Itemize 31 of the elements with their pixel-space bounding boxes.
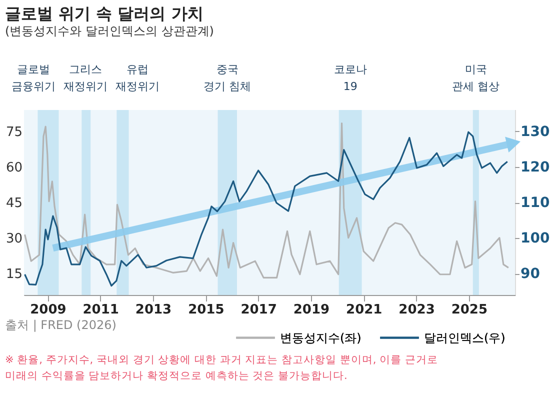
y-tick-label: 75	[6, 124, 22, 140]
source-note: 출처 | FRED (2026)	[5, 318, 116, 332]
x-tick-label: 2009	[30, 302, 66, 318]
x-tick-label: 2013	[135, 302, 172, 318]
band-label: 코로나 19	[334, 63, 367, 93]
band-label: 유럽 재정위기	[116, 63, 160, 93]
chart-subtitle: (변동성지수와 달러인덱스의 상관관계)	[5, 24, 214, 38]
y2-tick-label: 120	[520, 159, 550, 176]
legend-label: 변동성지수(좌)	[280, 330, 362, 345]
y2-tick-label: 130	[520, 124, 550, 140]
x-tick-label: 2011	[82, 302, 119, 318]
x-tick-label: 2017	[240, 302, 277, 318]
y-tick-label: 45	[6, 196, 22, 211]
y-tick-label: 60	[6, 160, 22, 176]
y2-tick-label: 110	[520, 195, 550, 211]
x-tick-label: 2015	[188, 302, 224, 318]
band-label: 미국 관세 협상	[452, 63, 500, 93]
band-label: 그리스 재정위기	[64, 63, 108, 93]
x-tick-label: 2021	[346, 302, 382, 318]
y2-tick-label: 90	[520, 266, 540, 282]
y2-tick-label: 100	[520, 230, 550, 247]
x-tick-label: 2019	[293, 302, 330, 318]
y-tick-label: 30	[6, 232, 22, 247]
x-tick-label: 2023	[398, 302, 435, 318]
legend-label: 달러인덱스(우)	[424, 330, 506, 345]
y-tick-label: 15	[6, 267, 22, 282]
band-label: 글로벌 금융위기	[12, 63, 56, 93]
text: ※ 환율, 주가지수, 국내외 경기 상황에 대한 과거 지표는 참고사항일 뿐이며, 이를 근거로 미래의 수익률을 담보하거나 확정적으로 예측하는 것은 불가능합니다.	[5, 354, 438, 382]
band-label: 중국 경기 침체	[204, 63, 252, 93]
chart-title: 글로벌 위기 속 달러의 가치	[5, 4, 204, 23]
x-tick-label: 2025	[451, 302, 488, 318]
